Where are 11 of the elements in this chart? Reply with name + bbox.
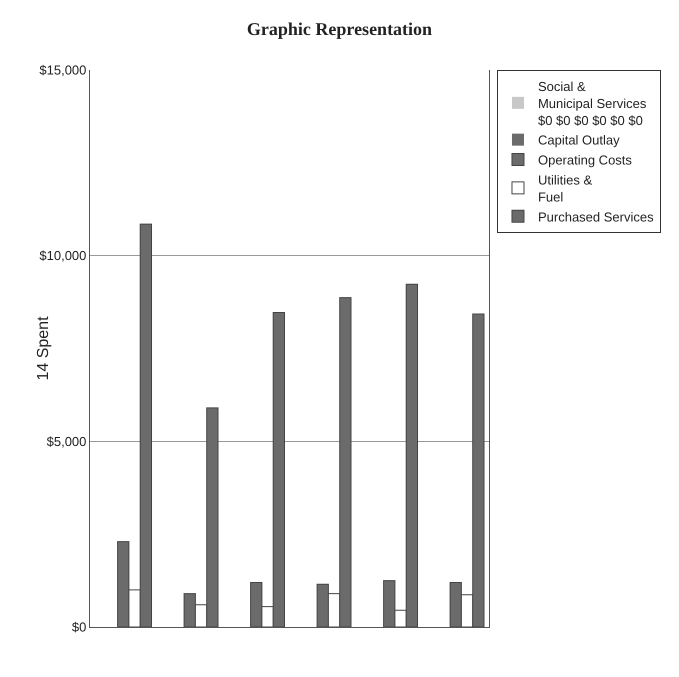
legend-label: Capital Outlay xyxy=(538,132,620,148)
legend-label: Utilities & Fuel xyxy=(538,172,592,204)
chart-title: Graphic Representation xyxy=(246,19,432,39)
legend-label: Purchased Services xyxy=(538,209,654,224)
legend-label: Operating Costs xyxy=(538,152,632,168)
y-axis-title: 14 Spent xyxy=(35,316,52,381)
legend-label: Social & Municipal Services $0 $0 $0 $0 $0 $0 xyxy=(538,79,647,128)
y-tick-label: $5,000 xyxy=(46,434,86,449)
y-tick-label: $15,000 xyxy=(39,62,86,78)
y-tick-label: $0 xyxy=(72,620,86,635)
y-tick-label: $10,000 xyxy=(39,248,86,264)
